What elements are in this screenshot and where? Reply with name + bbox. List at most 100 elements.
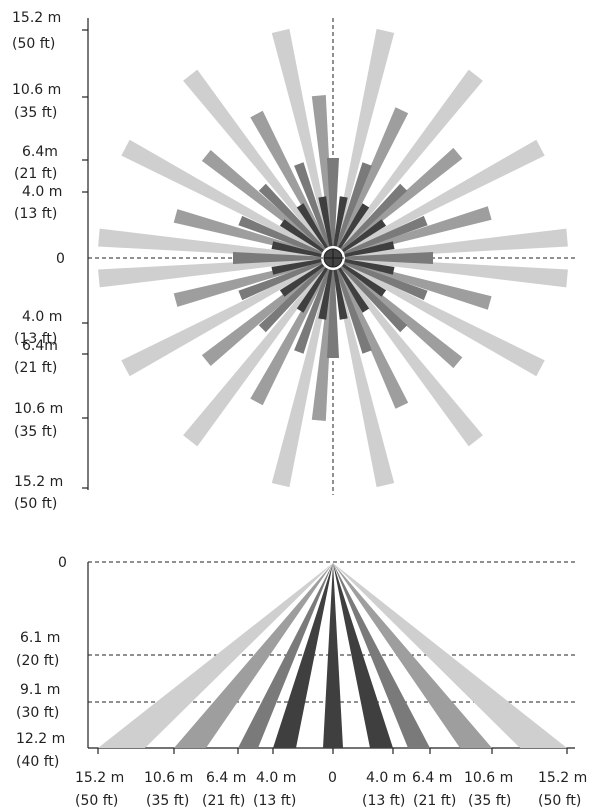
top-beam-4 (121, 139, 324, 254)
top-beam-38 (327, 158, 339, 246)
top-label-6-ft: (21 ft) (14, 360, 57, 376)
top-beam-32 (343, 215, 428, 255)
top-label-5-ft: (13 ft) (14, 331, 57, 347)
top-beam-8 (334, 28, 395, 247)
top-beam-33 (343, 261, 428, 301)
top-label-3-ft: (13 ft) (14, 206, 57, 222)
top-beam-40 (294, 162, 331, 248)
top-beam-47 (344, 259, 395, 275)
top-beam-11 (271, 269, 332, 488)
top-beam-45 (238, 261, 323, 301)
side-y-label-3-m: 12.2 m (16, 731, 65, 747)
side-view-x-labels: 15.2 m (50 ft) 10.6 m (35 ft) 6.4 m (21 … (75, 770, 587, 809)
side-y-label-3-ft: (40 ft) (16, 754, 59, 770)
top-view-ticks (82, 29, 88, 489)
side-x-label-8-m: 15.2 m (538, 770, 587, 786)
top-label-0-m: 15.2 m (12, 10, 61, 26)
top-beam-30 (345, 252, 433, 264)
top-label-2-m: 6.4m (22, 144, 58, 160)
side-x-label-2-ft: (21 ft) (202, 793, 245, 809)
side-beam-0 (98, 563, 333, 748)
top-beam-2 (342, 139, 545, 254)
top-beam-21 (336, 268, 409, 409)
top-beam-61 (271, 259, 322, 275)
side-x-label-1-ft: (35 ft) (146, 793, 189, 809)
side-y-label-2-ft: (30 ft) (16, 705, 59, 721)
side-view-beams (98, 563, 567, 748)
side-beam-3 (333, 563, 492, 748)
top-beam-53 (333, 269, 348, 320)
top-label-2-ft: (21 ft) (14, 166, 57, 182)
side-view-ticks (97, 748, 568, 754)
side-beam-6 (273, 563, 333, 748)
top-label-6-m: 6.4m (22, 338, 58, 354)
side-x-label-5-ft: (13 ft) (362, 793, 405, 809)
top-beam-36 (335, 162, 372, 248)
top-beam-35 (340, 265, 408, 333)
top-beam-52 (333, 196, 348, 247)
side-y-label-1-ft: (20 ft) (16, 653, 59, 669)
side-x-label-6-m: 6.4 m (412, 770, 452, 786)
top-beam-43 (258, 265, 326, 333)
top-beam-10 (271, 28, 332, 247)
top-beam-50 (338, 203, 370, 249)
top-beam-58 (279, 219, 324, 253)
top-beam-54 (318, 196, 333, 247)
side-beam-4 (238, 563, 333, 748)
side-beam-8 (323, 563, 343, 748)
top-beam-57 (296, 267, 328, 313)
top-label-3-m: 4.0 m (22, 184, 62, 200)
top-beam-3 (342, 262, 545, 377)
top-beam-6 (98, 228, 322, 259)
top-beam-5 (121, 262, 324, 377)
top-beam-12 (339, 69, 483, 250)
top-beam-60 (271, 241, 322, 257)
side-x-label-7-ft: (35 ft) (468, 793, 511, 809)
top-beam-42 (258, 183, 326, 251)
side-x-label-8-ft: (50 ft) (538, 793, 581, 809)
side-y-label-0: 0 (58, 555, 67, 571)
side-y-label-1-m: 6.1 m (20, 630, 60, 646)
top-beam-31 (233, 252, 321, 264)
side-x-label-2-m: 6.4 m (206, 770, 246, 786)
top-beam-48 (342, 219, 387, 253)
side-x-label-3-ft: (13 ft) (253, 793, 296, 809)
side-beam-1 (333, 563, 567, 748)
top-beam-7 (98, 257, 322, 288)
top-beam-22 (311, 95, 334, 247)
top-label-8-ft: (50 ft) (14, 496, 57, 512)
top-beam-56 (296, 203, 328, 249)
top-label-4-m: 0 (56, 251, 65, 267)
side-beam-5 (333, 563, 430, 748)
top-beam-37 (335, 268, 372, 354)
top-beam-49 (342, 263, 387, 297)
top-beam-13 (339, 266, 483, 447)
side-x-label-6-ft: (21 ft) (413, 793, 456, 809)
side-x-label-3-m: 4.0 m (256, 770, 296, 786)
top-beam-16 (344, 206, 492, 257)
top-label-8-m: 15.2 m (14, 474, 63, 490)
top-label-1-ft: (35 ft) (14, 105, 57, 121)
top-beam-41 (294, 268, 331, 354)
top-beam-26 (201, 150, 325, 252)
top-beam-55 (318, 269, 333, 320)
top-beam-34 (340, 183, 408, 251)
top-beam-51 (338, 267, 370, 313)
top-label-0-ft: (50 ft) (12, 36, 55, 52)
top-beam-17 (344, 259, 492, 310)
top-beam-20 (336, 107, 409, 248)
top-beam-39 (327, 270, 339, 358)
top-view-beams (98, 28, 568, 488)
top-beam-44 (238, 215, 323, 255)
side-view: 0 6.1 m (20 ft) 9.1 m (30 ft) 12.2 m (40… (16, 555, 587, 809)
top-view-labels: 15.2 m (50 ft) 10.6 m (35 ft) 6.4m (21 f… (12, 10, 65, 512)
top-beam-27 (201, 264, 325, 366)
top-label-1-m: 10.6 m (12, 82, 61, 98)
top-beam-18 (341, 147, 463, 252)
top-label-7-ft: (35 ft) (14, 424, 57, 440)
top-beam-15 (183, 266, 327, 447)
top-beam-1 (344, 257, 568, 288)
top-label-5-m: 4.0 m (22, 309, 62, 325)
side-x-label-4-m: 0 (328, 770, 337, 786)
